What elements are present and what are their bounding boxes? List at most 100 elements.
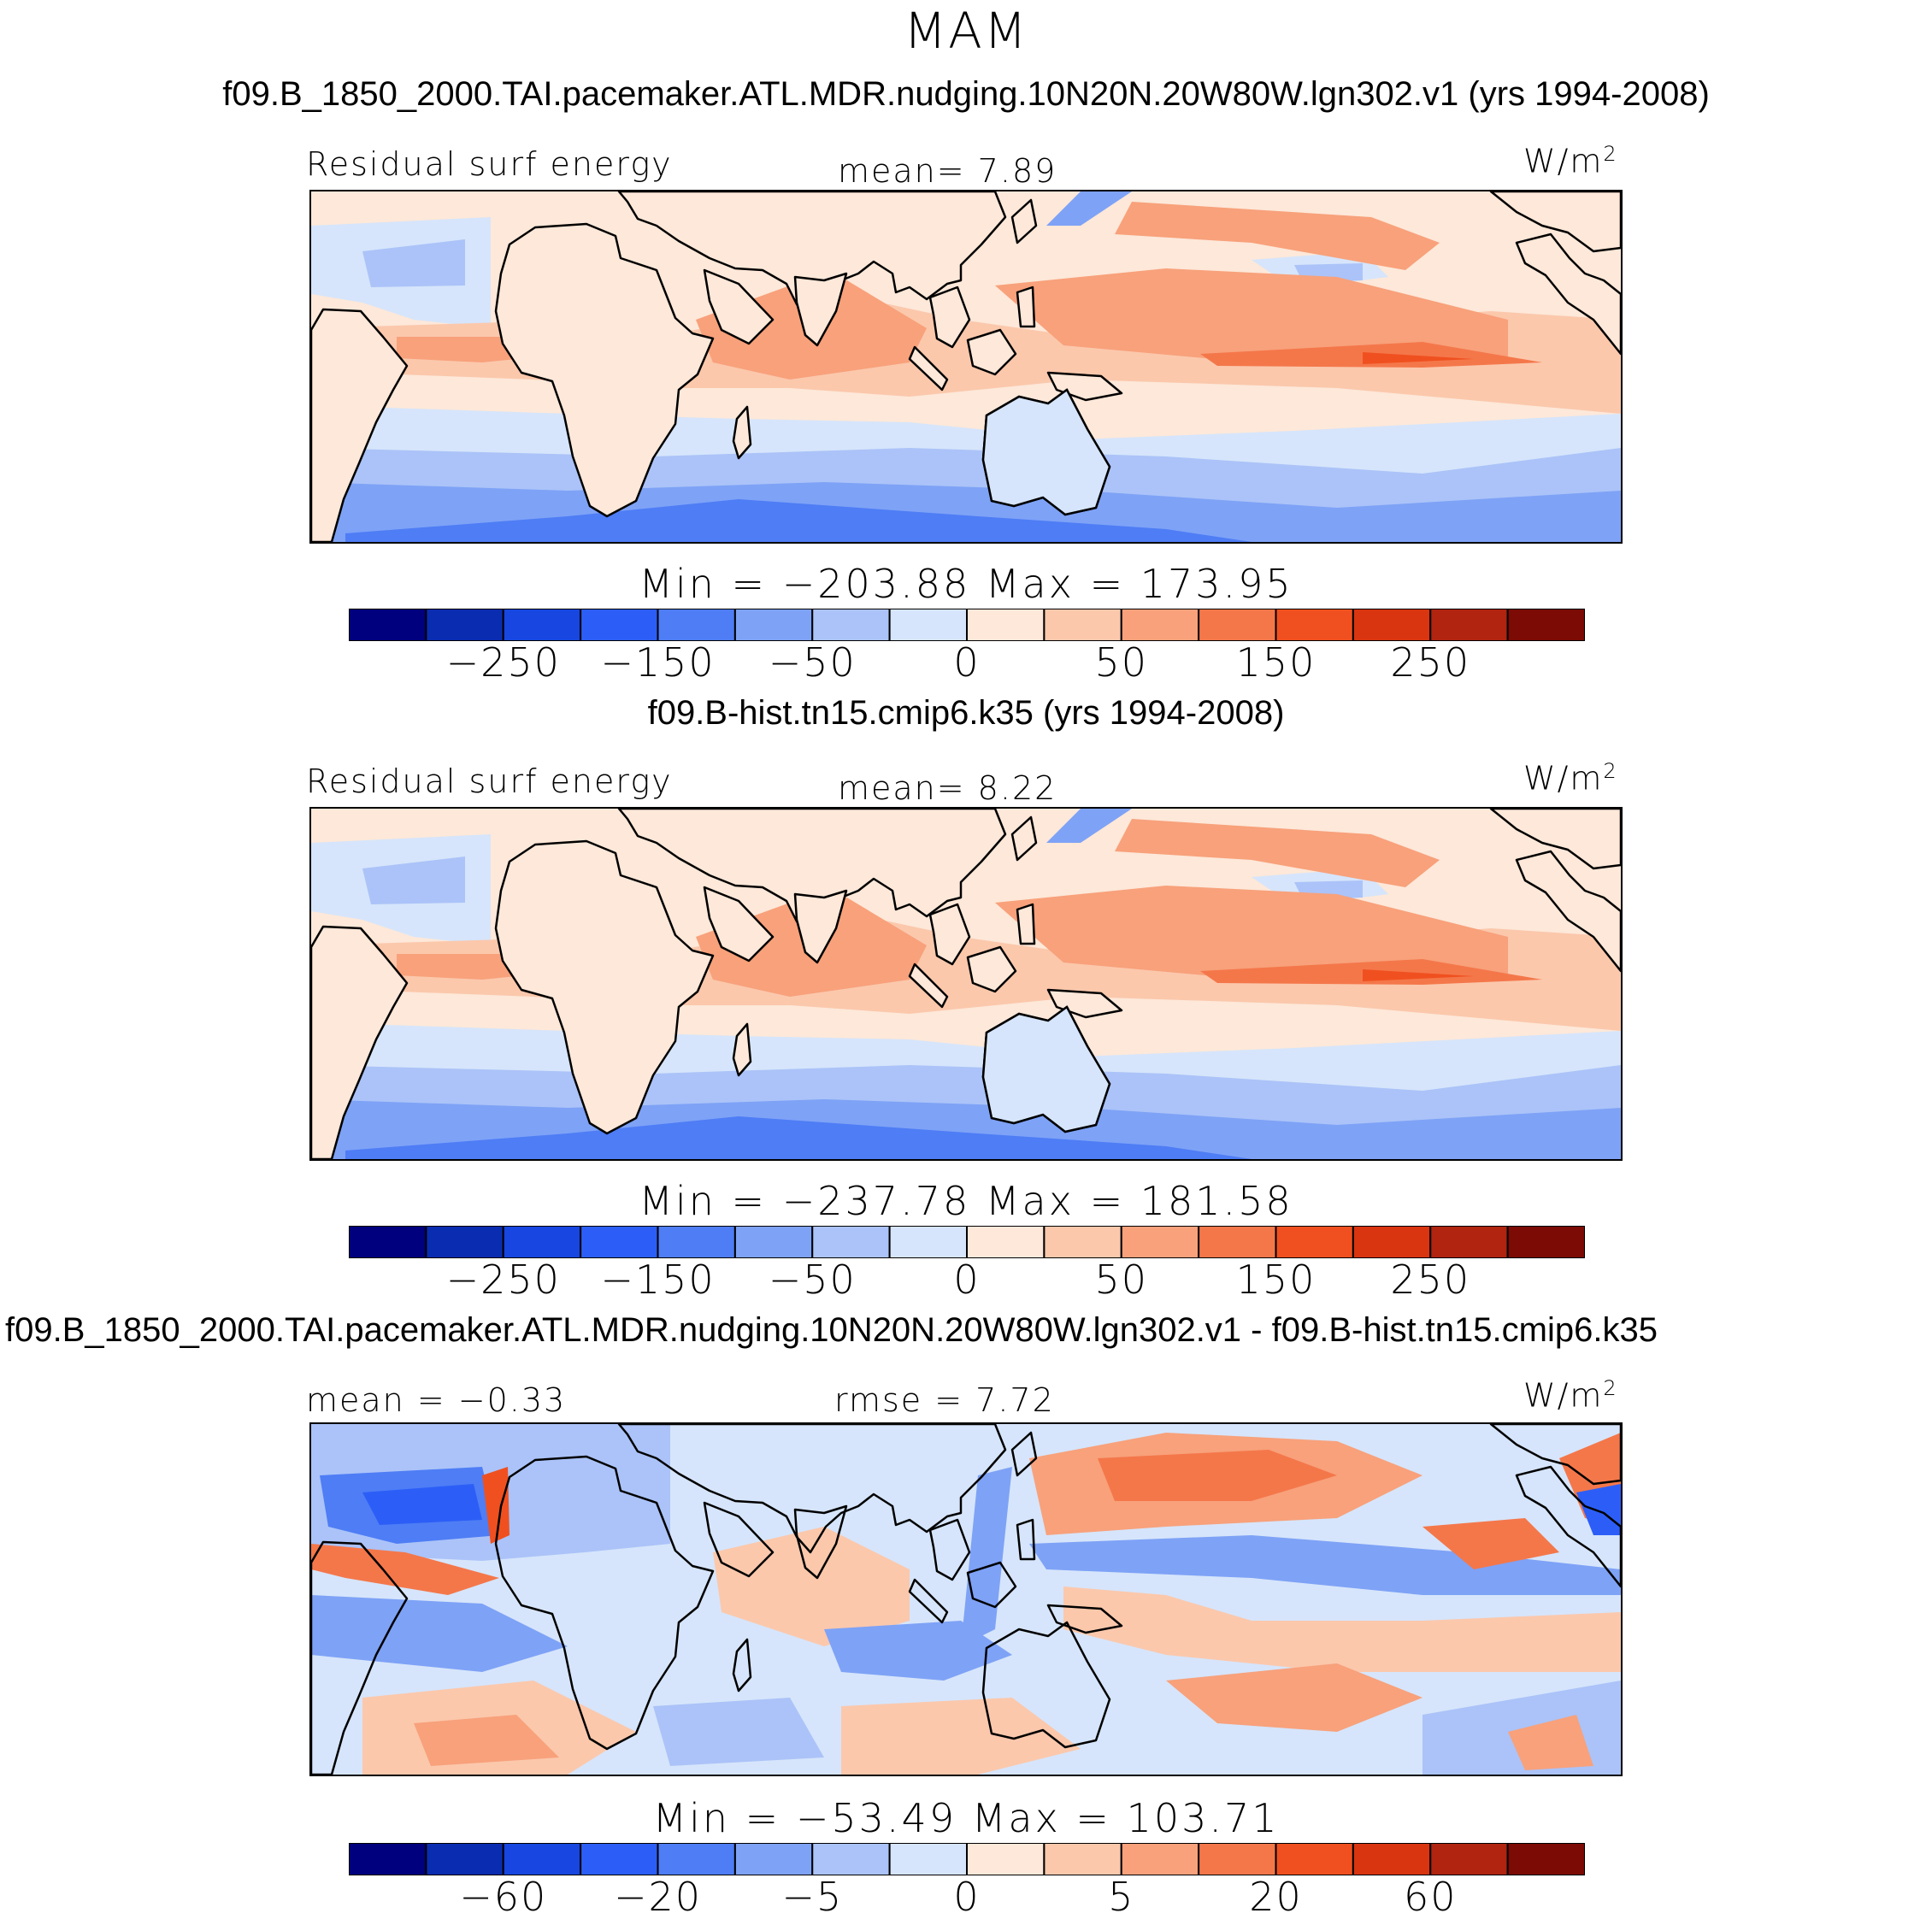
continent-sumatra (908, 1578, 949, 1624)
colorbar-tick-label: −5 (781, 1874, 844, 1920)
continent-india (793, 1504, 848, 1580)
colorbar-swatch (1120, 1843, 1200, 1875)
field-region (1046, 809, 1132, 843)
colorbar-swatch (657, 609, 736, 641)
panel-1-map (309, 190, 1623, 544)
colorbar-swatch (1352, 609, 1432, 641)
colorbar-swatch (502, 609, 582, 641)
panel-2-min-max: Min = −237.78 Max = 181.58 (639, 1178, 1293, 1224)
continent-japan (1010, 1431, 1038, 1477)
colorbar-tick-label: 0 (953, 639, 981, 686)
colorbar-tick-label: −250 (445, 1257, 561, 1303)
colorbar-swatch (580, 609, 659, 641)
field-region (1166, 1663, 1422, 1732)
continent-arabia (703, 268, 775, 345)
colorbar-swatch (1506, 1226, 1585, 1258)
colorbar-swatch (811, 1843, 891, 1875)
panel-2-mean-label: mean= 8.22 (838, 769, 1057, 807)
colorbar-swatch (657, 1226, 736, 1258)
colorbar-swatch (966, 1843, 1046, 1875)
colorbar-tick-label: −50 (768, 639, 857, 686)
colorbar-swatch (1120, 1226, 1200, 1258)
field-region (1115, 202, 1440, 270)
colorbar-swatch (1043, 1843, 1122, 1875)
colorbar-swatch (349, 1226, 427, 1258)
panel-2-run-title: f09.B-hist.tn15.cmip6.k35 (yrs 1994-2008… (647, 694, 1285, 732)
colorbar-swatch (1429, 609, 1509, 641)
field-region (1363, 969, 1474, 981)
colorbar-swatch (733, 1226, 814, 1258)
continent-madagascar (732, 405, 752, 460)
continent-sumatra (908, 345, 949, 391)
continent-asia (617, 1424, 1007, 1554)
colorbar-tick-label: 0 (953, 1257, 981, 1303)
field-region (1046, 191, 1132, 226)
panel-2-variable-label: Residual surf energy (306, 762, 673, 800)
field-region (345, 1116, 1252, 1159)
colorbar-swatch (1506, 609, 1585, 641)
panel-3-map (309, 1422, 1623, 1776)
panel-3-rmse-label: rmse = 7.72 (834, 1381, 1055, 1419)
colorbar-swatch (580, 1843, 659, 1875)
continent-southamerica (311, 1540, 409, 1775)
colorbar-tick-label: −150 (600, 639, 716, 686)
continent-africa (494, 1455, 715, 1751)
colorbar-swatch (580, 1226, 659, 1258)
panel-3-units: W/m2 (1523, 1376, 1618, 1415)
panel-1-colorbar (349, 609, 1585, 641)
colorbar-swatch (888, 1843, 968, 1875)
colorbar-swatch (425, 1843, 504, 1875)
figure-title: MAM (904, 2, 1028, 60)
panel-3-mean-label: mean = −0.33 (306, 1381, 567, 1419)
field-region (414, 1715, 559, 1766)
continent-australia-shade (981, 388, 1111, 516)
colorbar-tick-label: 250 (1390, 1257, 1471, 1303)
continent-centralamerica (1515, 850, 1621, 973)
continent-africa (494, 222, 715, 518)
continent-northamerica (1489, 191, 1621, 253)
colorbar-tick-label: 20 (1249, 1874, 1303, 1920)
continent-indochina (928, 286, 971, 349)
field-region (311, 1544, 499, 1595)
continent-philippines (1016, 1518, 1036, 1561)
colorbar-swatch (1275, 609, 1354, 641)
colorbar-tick-label: −150 (600, 1257, 716, 1303)
continent-southamerica (311, 925, 409, 1159)
colorbar-swatch (1429, 1226, 1509, 1258)
colorbar-swatch (1198, 1843, 1277, 1875)
panel-3-min-max: Min = −53.49 Max = 103.71 (652, 1795, 1280, 1841)
colorbar-swatch (966, 609, 1046, 641)
field-region (345, 499, 1252, 542)
continent-madagascar (732, 1638, 752, 1692)
field-region (653, 1698, 824, 1766)
field-region (1422, 1518, 1559, 1569)
colorbar-tick-label: 60 (1403, 1874, 1458, 1920)
continent-japan (1010, 198, 1038, 244)
panel-1-min-max: Min = −203.88 Max = 173.95 (639, 561, 1293, 607)
colorbar-swatch (1043, 1226, 1122, 1258)
colorbar-tick-label: 0 (953, 1874, 981, 1920)
field-region (961, 1467, 1012, 1646)
colorbar-swatch (1352, 1226, 1432, 1258)
colorbar-swatch (1275, 1226, 1354, 1258)
colorbar-swatch (811, 609, 891, 641)
field-region (1098, 1450, 1337, 1501)
field-region (1029, 1535, 1621, 1595)
continent-asia (617, 809, 1007, 939)
panel-2-units: W/m2 (1523, 759, 1618, 798)
field-region (362, 857, 465, 904)
panel-1-colorbar-ticks: −250 −150 −50 0 50 150 250 (0, 639, 1932, 691)
continent-newguinea (1046, 1604, 1123, 1634)
panel-2-map (309, 807, 1623, 1161)
panel-2-colorbar-ticks: −250 −150 −50 0 50 150 250 (0, 1257, 1932, 1308)
field-region (1063, 1587, 1621, 1672)
field-region (1115, 819, 1440, 887)
continent-borneo (966, 328, 1017, 376)
continent-arabia (703, 1501, 775, 1578)
field-region (482, 1467, 510, 1544)
continent-sumatra (908, 962, 949, 1009)
colorbar-swatch (1043, 609, 1122, 641)
panel-3-colorbar-ticks: −60 −20 −5 0 5 20 60 (0, 1874, 1932, 1925)
colorbar-tick-label: 50 (1094, 639, 1149, 686)
colorbar-swatch (966, 1226, 1046, 1258)
